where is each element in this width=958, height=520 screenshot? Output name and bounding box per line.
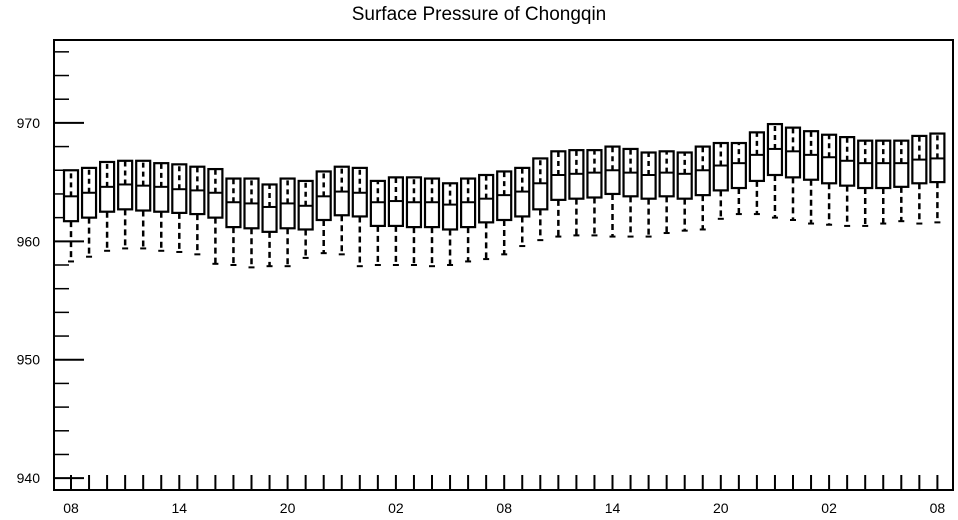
- box: [586, 149, 603, 199]
- x-tick-label: 08: [63, 500, 79, 516]
- x-tick-label: 08: [930, 500, 946, 516]
- box: [658, 150, 675, 198]
- box: [748, 131, 766, 183]
- plot-frame: [53, 39, 954, 491]
- box: [261, 183, 278, 233]
- box: [712, 141, 729, 192]
- x-axis: 08 14 20 02 08 14 20 02 08: [63, 475, 945, 516]
- box: [676, 151, 693, 200]
- x-tick-label: 02: [821, 500, 837, 516]
- y-tick-label: 970: [17, 115, 41, 131]
- x-tick-label: 20: [280, 500, 296, 516]
- box: [820, 133, 838, 185]
- box: [857, 139, 874, 190]
- x-tick-label: 14: [605, 500, 621, 516]
- y-tick-label: 940: [17, 470, 41, 486]
- box: [784, 126, 802, 179]
- box: [875, 139, 892, 190]
- y-axis: 940 950 960 970: [17, 51, 84, 486]
- box: [369, 179, 386, 228]
- boxes-group: [62, 122, 946, 269]
- x-tick-label: 14: [172, 500, 188, 516]
- x-tick-label: 08: [496, 500, 512, 516]
- chart-title: Surface Pressure of Chongqin: [351, 4, 607, 25]
- x-tick-label: 02: [388, 500, 404, 516]
- y-tick-label: 950: [17, 352, 41, 368]
- x-tick-label: 20: [713, 500, 729, 516]
- box: [441, 182, 459, 231]
- y-tick-label: 960: [17, 233, 41, 249]
